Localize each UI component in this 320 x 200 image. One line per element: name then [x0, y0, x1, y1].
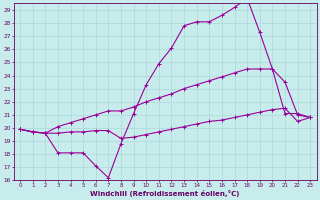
X-axis label: Windchill (Refroidissement éolien,°C): Windchill (Refroidissement éolien,°C) [91, 190, 240, 197]
